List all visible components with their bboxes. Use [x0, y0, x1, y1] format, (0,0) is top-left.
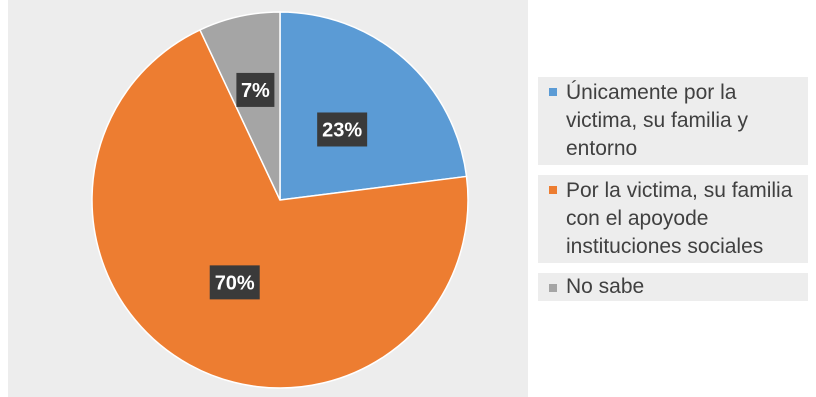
- legend: Únicamente por la victima, su familia y …: [538, 77, 808, 311]
- slice-unicamente: [279, 11, 468, 201]
- legend-label-instituciones: Por la victima, su familia con el apoyod…: [566, 179, 793, 258]
- svg-text:7%: 7%: [241, 80, 270, 102]
- slice-instituciones: [91, 28, 469, 389]
- data-label-unicamente: 23%: [317, 112, 368, 147]
- legend-swatch-instituciones: [549, 186, 557, 194]
- legend-swatch-no-sabe: [549, 284, 557, 292]
- data-label-no-sabe: 7%: [236, 72, 275, 107]
- data-label-instituciones: 70%: [209, 265, 260, 300]
- legend-item-unicamente: Únicamente por la victima, su familia y …: [538, 77, 808, 165]
- legend-label-no-sabe: No sabe: [566, 275, 645, 298]
- legend-label-unicamente: Únicamente por la victima, su familia y …: [566, 81, 749, 160]
- svg-text:23%: 23%: [322, 119, 362, 141]
- svg-text:70%: 70%: [215, 272, 255, 294]
- pie-svg: 23% 70% 7%: [91, 11, 469, 389]
- plot-area: 23% 70% 7%: [8, 0, 528, 397]
- legend-swatch-unicamente: [549, 88, 557, 96]
- legend-item-no-sabe: No sabe: [538, 273, 808, 301]
- legend-item-instituciones: Por la victima, su familia con el apoyod…: [538, 175, 808, 263]
